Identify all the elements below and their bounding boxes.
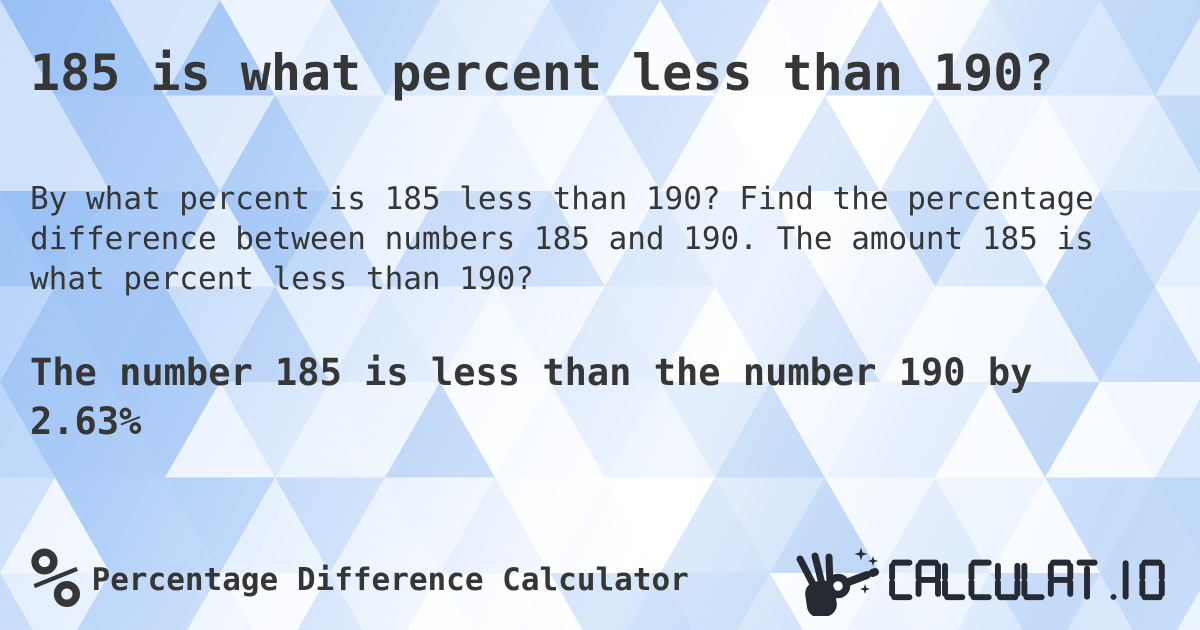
calculatio-logo [789, 544, 1172, 616]
footer: % Percentage Difference Calculator [30, 529, 1172, 627]
brand-name: Percentage Difference Calculator [91, 562, 689, 598]
brand: % Percentage Difference Calculator [30, 529, 689, 627]
answer-text: The number 185 is less than the number 1… [30, 351, 1033, 443]
magic-wand-hand-icon [796, 547, 879, 616]
page-description: By what percent is 185 less than 190? Fi… [30, 181, 1094, 297]
page-title: 185 is what percent less than 190? [30, 44, 1054, 102]
percent-icon: % [30, 529, 81, 627]
calculatio-wordmark [889, 559, 1165, 600]
